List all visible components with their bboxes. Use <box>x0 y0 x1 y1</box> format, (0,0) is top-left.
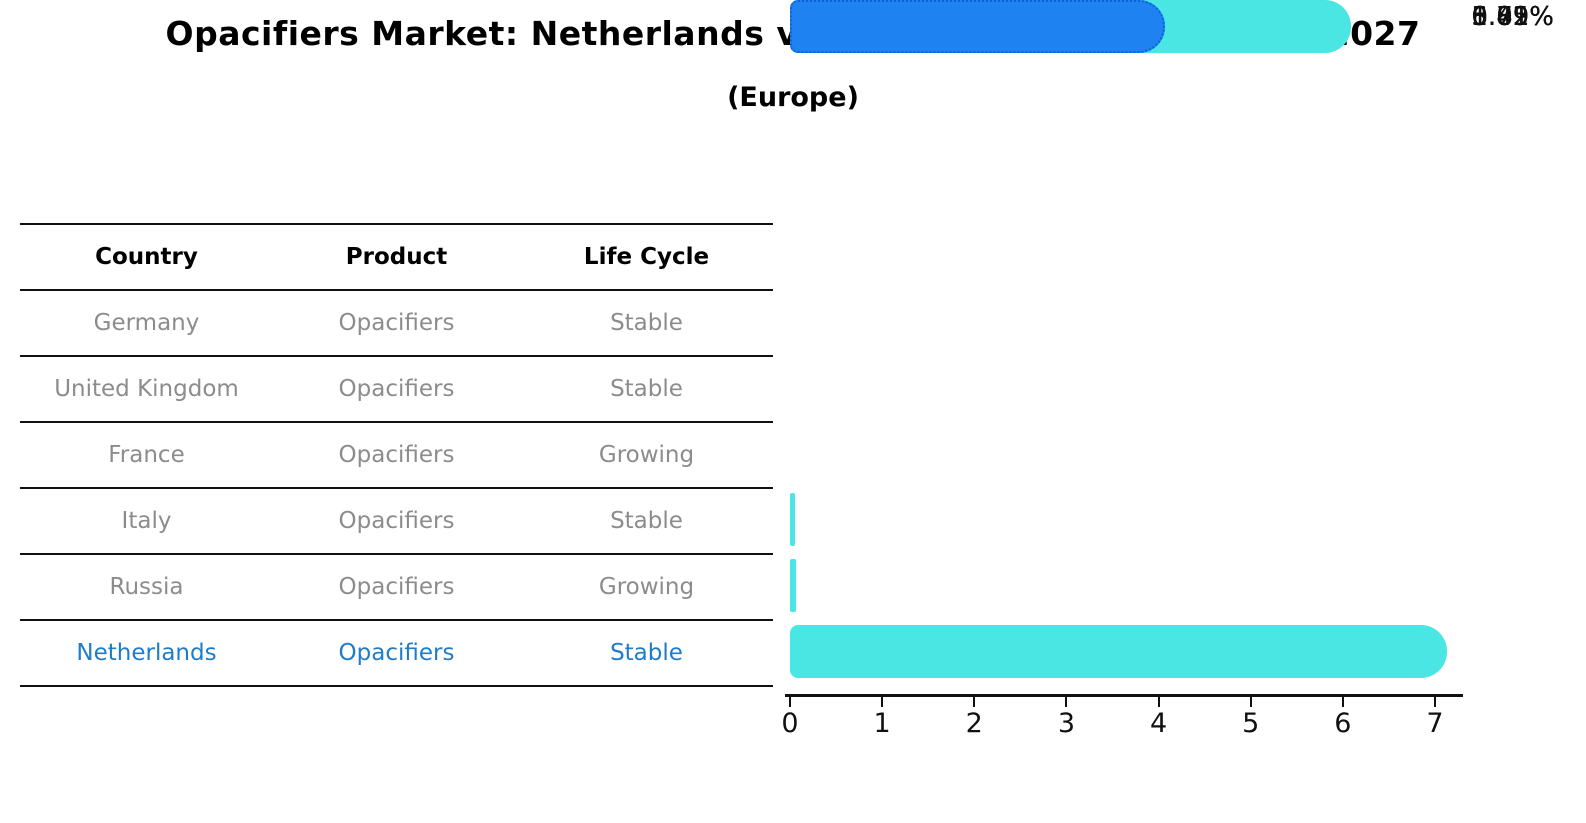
country-cell: Germany <box>93 310 200 336</box>
product-cell: Opacifiers <box>338 442 455 468</box>
x-axis-tick <box>1157 697 1160 707</box>
value-label: 0.02% <box>1471 2 1554 32</box>
table-row: Russia Opacifiers Growing <box>20 555 773 621</box>
table-row-highlighted: Netherlands Opacifiers Stable <box>20 621 773 687</box>
country-cell: France <box>108 442 185 468</box>
life-cycle-cell: Growing <box>598 574 695 600</box>
x-axis-tick <box>1341 697 1344 707</box>
table-row: France Opacifiers Growing <box>20 423 773 489</box>
life-cycle-cell: Stable <box>610 640 683 666</box>
country-table: Country Product Life Cycle Germany Opaci… <box>20 223 773 687</box>
life-cycle-cell: Stable <box>610 508 683 534</box>
x-axis-tick <box>789 697 791 707</box>
life-cycle-cell: Stable <box>610 376 683 402</box>
bar-netherlands-highlighted <box>790 0 1166 53</box>
value-label: 0.01% <box>1471 2 1554 32</box>
x-axis-tick <box>1065 697 1068 707</box>
life-cycle-cell: Growing <box>598 442 695 468</box>
x-axis-tick <box>881 697 884 707</box>
value-label: 1.49% <box>1471 2 1554 32</box>
table-row: Italy Opacifiers Stable <box>20 489 773 555</box>
value-label: 5.81% <box>1471 2 1554 32</box>
product-cell: Opacifiers <box>338 376 455 402</box>
product-cell: Opacifiers <box>338 640 455 666</box>
country-cell: United Kingdom <box>54 376 239 402</box>
table-header-row: Country Product Life Cycle <box>20 225 773 291</box>
value-label: 6.85% <box>1471 2 1554 32</box>
product-cell: Opacifiers <box>338 310 455 336</box>
column-header-product: Product <box>345 244 448 270</box>
x-axis-tick-label: 4 <box>1149 708 1168 739</box>
x-axis-tick-label: 7 <box>1426 708 1444 739</box>
x-axis-tick-label: 3 <box>1057 708 1075 739</box>
country-cell: Netherlands <box>76 640 217 666</box>
column-header-country: Country <box>95 244 198 270</box>
bar-germany <box>790 493 795 546</box>
x-axis-tick-label: 2 <box>965 708 983 739</box>
country-cell: Russia <box>109 574 184 600</box>
page-subtitle: (Europe) <box>727 82 859 113</box>
x-axis-tick <box>973 697 976 707</box>
column-header-life-cycle: Life Cycle <box>583 244 710 270</box>
x-axis-tick-label: 0 <box>781 708 799 739</box>
table-row: Germany Opacifiers Stable <box>20 291 773 357</box>
x-axis-tick-label: 6 <box>1334 708 1352 739</box>
product-cell: Opacifiers <box>338 508 455 534</box>
life-cycle-cell: Stable <box>610 310 683 336</box>
x-axis-line <box>785 694 1463 697</box>
x-axis-tick <box>1433 697 1436 707</box>
product-cell: Opacifiers <box>338 574 455 600</box>
value-label: 3.79% <box>1471 2 1554 32</box>
x-axis-tick-label: 1 <box>873 708 891 739</box>
table-row: United Kingdom Opacifiers Stable <box>20 357 773 423</box>
x-axis-tick <box>1249 697 1252 707</box>
country-cell: Italy <box>121 508 172 534</box>
x-axis-tick-label: 5 <box>1242 708 1260 739</box>
bar-united-kingdom <box>790 559 796 612</box>
bar-france <box>790 625 1448 678</box>
